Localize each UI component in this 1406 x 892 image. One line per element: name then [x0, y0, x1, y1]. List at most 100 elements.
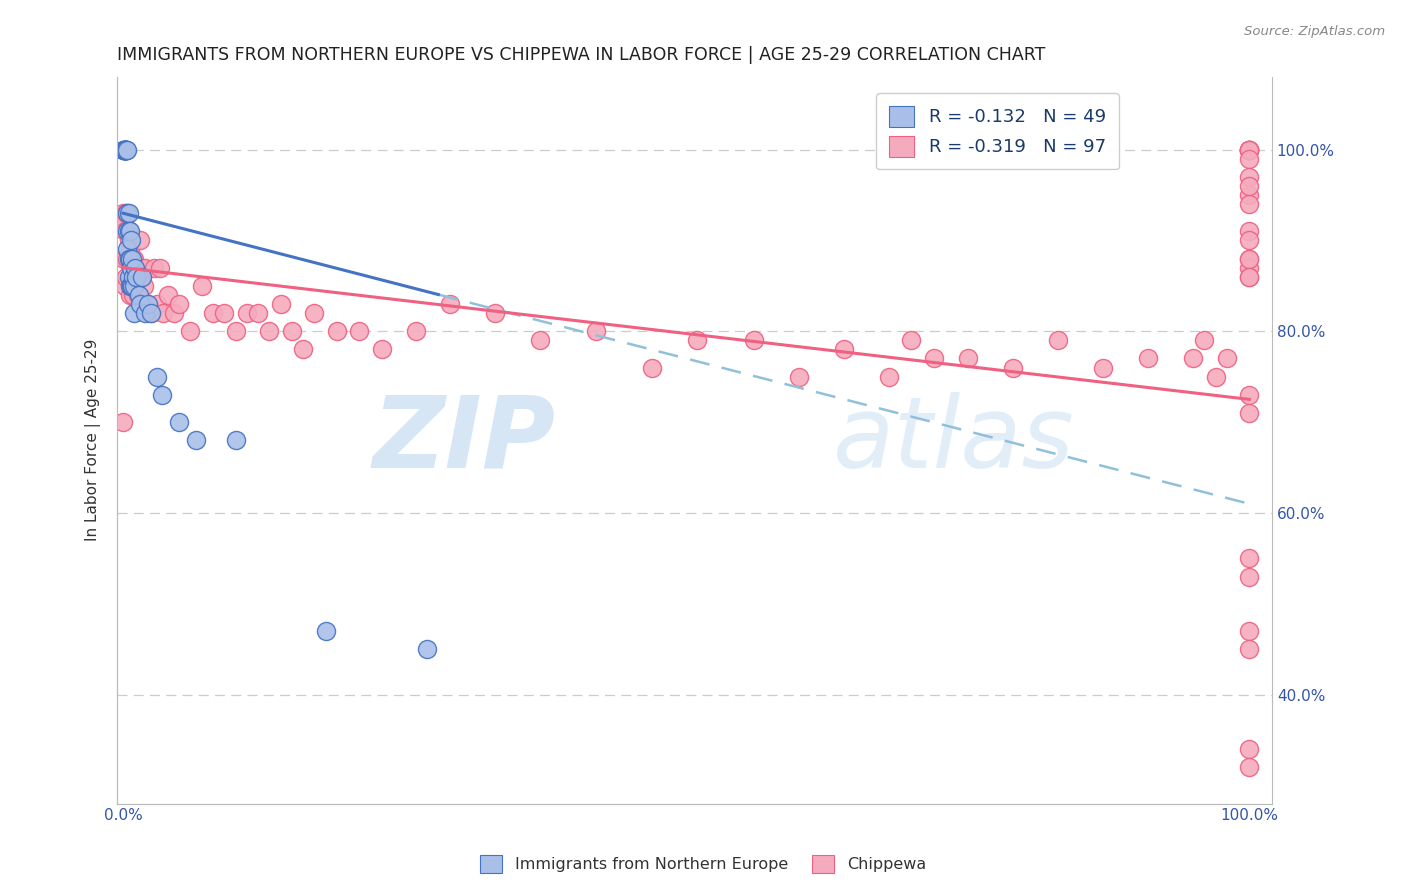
Point [125, 269, 148, 284]
Point [139, 306, 162, 320]
Point [112, 143, 135, 157]
Point [111, 415, 134, 429]
Point [167, 297, 190, 311]
Point [1239, 260, 1261, 275]
Point [686, 334, 709, 348]
Point [1194, 334, 1216, 348]
Point [349, 324, 371, 338]
Point [225, 324, 247, 338]
Point [115, 269, 138, 284]
Point [1136, 351, 1159, 366]
Point [292, 343, 315, 357]
Point [132, 297, 155, 311]
Point [129, 269, 152, 284]
Point [405, 324, 427, 338]
Point [117, 206, 139, 220]
Point [149, 260, 172, 275]
Point [114, 143, 136, 157]
Point [1239, 178, 1261, 193]
Point [270, 297, 292, 311]
Point [1239, 624, 1261, 638]
Point [1091, 360, 1114, 375]
Point [1239, 269, 1261, 284]
Point [1182, 351, 1205, 366]
Point [112, 252, 135, 266]
Point [121, 278, 143, 293]
Point [304, 306, 326, 320]
Point [125, 260, 148, 275]
Point [112, 143, 135, 157]
Point [900, 334, 922, 348]
Point [112, 143, 135, 157]
Point [1239, 143, 1261, 157]
Point [118, 278, 141, 293]
Point [128, 297, 150, 311]
Point [1239, 224, 1261, 238]
Point [1239, 188, 1261, 202]
Point [114, 143, 136, 157]
Point [128, 288, 150, 302]
Point [111, 143, 134, 157]
Point [877, 369, 900, 384]
Point [131, 269, 153, 284]
Point [117, 224, 139, 238]
Point [114, 278, 136, 293]
Point [122, 306, 145, 320]
Point [117, 252, 139, 266]
Point [1239, 406, 1261, 420]
Point [1205, 369, 1227, 384]
Point [117, 252, 139, 266]
Point [225, 434, 247, 448]
Point [439, 297, 461, 311]
Text: atlas: atlas [834, 392, 1074, 489]
Point [120, 260, 142, 275]
Point [115, 143, 138, 157]
Point [190, 278, 212, 293]
Point [120, 260, 142, 275]
Point [145, 369, 167, 384]
Point [127, 288, 149, 302]
Point [922, 351, 945, 366]
Point [118, 252, 141, 266]
Point [117, 143, 139, 157]
Point [134, 306, 156, 320]
Point [117, 269, 139, 284]
Point [162, 306, 184, 320]
Point [139, 306, 162, 320]
Point [585, 324, 607, 338]
Point [281, 324, 304, 338]
Point [112, 215, 135, 229]
Point [122, 252, 145, 266]
Point [787, 369, 810, 384]
Point [1239, 152, 1261, 166]
Point [259, 324, 281, 338]
Point [118, 224, 141, 238]
Point [1239, 143, 1261, 157]
Point [128, 269, 150, 284]
Point [136, 297, 159, 311]
Point [1001, 360, 1024, 375]
Point [115, 143, 138, 157]
Point [416, 642, 439, 657]
Point [114, 224, 136, 238]
Point [326, 324, 349, 338]
Point [118, 243, 141, 257]
Point [152, 306, 174, 320]
Point [1239, 252, 1261, 266]
Point [124, 260, 146, 275]
Point [1046, 334, 1069, 348]
Point [150, 388, 173, 402]
Y-axis label: In Labor Force | Age 25-29: In Labor Force | Age 25-29 [86, 339, 101, 541]
Point [128, 234, 150, 248]
Point [114, 143, 136, 157]
Point [121, 252, 143, 266]
Point [236, 306, 259, 320]
Point [134, 278, 156, 293]
Point [115, 143, 138, 157]
Point [1239, 551, 1261, 566]
Legend: Immigrants from Northern Europe, Chippewa: Immigrants from Northern Europe, Chippew… [474, 848, 932, 880]
Point [1239, 252, 1261, 266]
Point [156, 288, 179, 302]
Text: ZIP: ZIP [373, 392, 555, 489]
Point [184, 434, 207, 448]
